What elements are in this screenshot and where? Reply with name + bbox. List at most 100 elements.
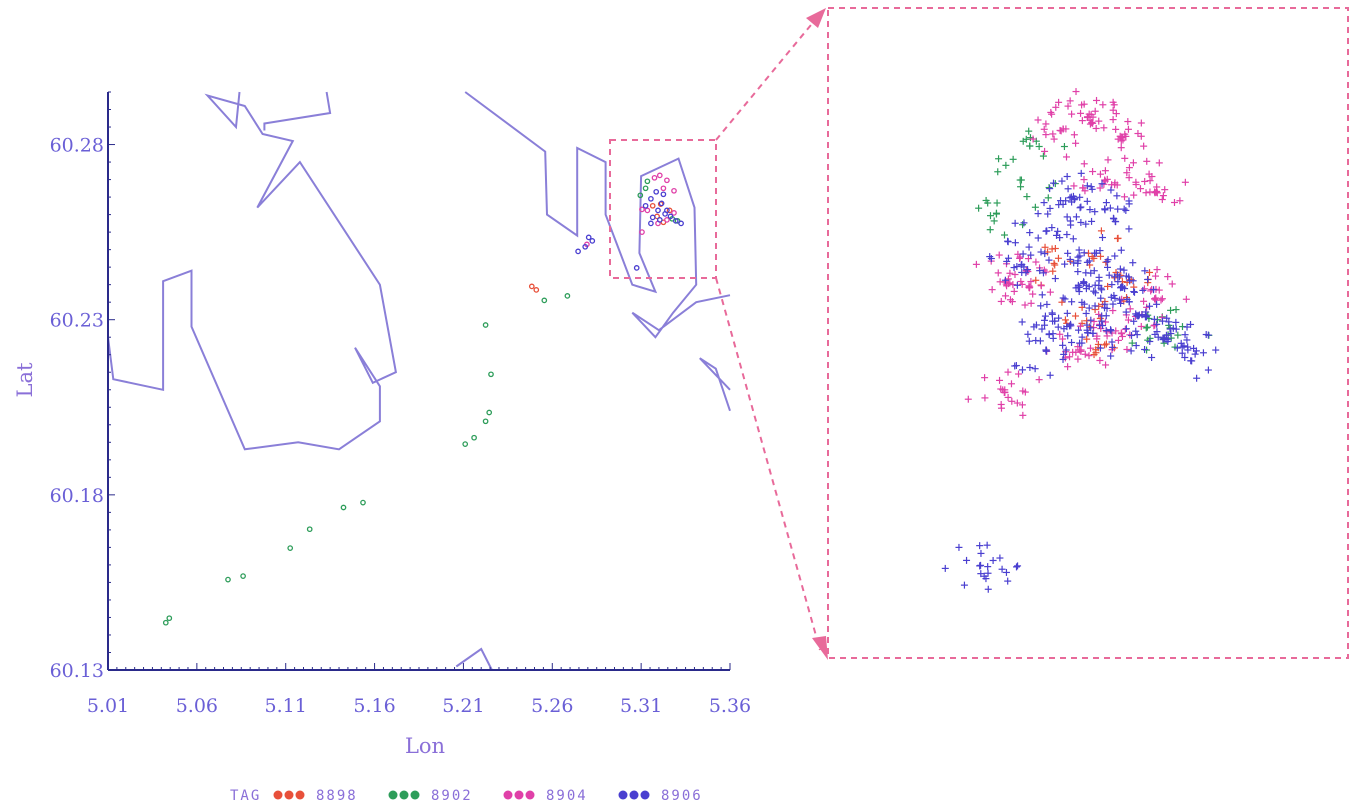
point-8906 [678, 220, 684, 227]
legend-swatch [388, 790, 398, 800]
inset-point-8906 [1107, 186, 1115, 194]
legend: TAG 8898 8902 8904 8906 [230, 788, 701, 804]
inset-point-8906 [1130, 288, 1138, 296]
zoom-arrowhead-top [806, 8, 826, 28]
inset-point-8902 [1174, 331, 1182, 339]
inset-point-8904 [1153, 266, 1161, 274]
inset-point-8904 [1124, 316, 1132, 324]
inset-point-8906 [1026, 363, 1034, 371]
inset-point-8904 [1125, 164, 1133, 172]
inset-point-8904 [1152, 272, 1160, 280]
inset-point-8902 [975, 204, 983, 212]
inset-point-8902 [1167, 306, 1175, 314]
point-8902 [488, 371, 494, 378]
inset-point-8904 [1008, 397, 1016, 405]
inset-point-8904 [1035, 376, 1043, 384]
inset-point-8906 [1165, 318, 1173, 326]
inset-point-8906 [1043, 300, 1051, 308]
inset-point-8906 [1158, 317, 1166, 325]
point-8902 [482, 322, 489, 328]
point-8902 [162, 619, 169, 626]
inset-point-8902 [995, 155, 1003, 163]
inset-point-8906 [1172, 325, 1180, 333]
inset-point-8906 [1096, 344, 1104, 352]
inset-point-8904 [981, 394, 989, 402]
inset-point-8898 [1101, 341, 1109, 349]
inset-point-8906 [1072, 213, 1080, 221]
inset-point-8904 [1066, 97, 1074, 105]
inset-point-8904 [1025, 283, 1033, 291]
inset-point-8906 [1117, 299, 1125, 307]
inset-point-8904 [1015, 370, 1023, 378]
inset-point-8906 [1034, 210, 1042, 218]
y-tick-label: 60.23 [50, 310, 104, 332]
inset-point-8906 [1074, 253, 1082, 261]
inset-point-8904 [1081, 187, 1089, 195]
inset-point-8906 [1048, 310, 1056, 318]
inset-point-8904 [1117, 144, 1125, 152]
inset-point-8906 [1046, 371, 1054, 379]
inset-point-8906 [960, 581, 968, 589]
inset-point-8902 [1023, 193, 1031, 201]
inset-point-8904 [1078, 101, 1086, 109]
point-8906 [633, 265, 640, 271]
inset-point-8906 [1078, 339, 1086, 347]
inset-point-8906 [976, 562, 984, 570]
inset-point-8906 [1150, 286, 1158, 294]
inset-point-8906 [1173, 344, 1181, 352]
point-8906 [575, 248, 581, 255]
inset-point-8902 [1017, 183, 1025, 191]
point-8902 [240, 573, 246, 579]
inset-point-8904 [981, 374, 989, 382]
legend-label: 8904 [546, 788, 588, 804]
coastline-4 [455, 647, 493, 671]
inset-point-8898 [1083, 335, 1091, 343]
inset-point-8906 [1014, 562, 1022, 570]
inset-point-8906 [1013, 263, 1021, 271]
inset-point-8906 [1063, 231, 1071, 239]
point-8906 [649, 214, 656, 221]
inset-point-8906 [1018, 318, 1026, 326]
legend-swatch [273, 790, 283, 800]
inset-point-8906 [1076, 252, 1084, 260]
inset-point-8904 [1112, 125, 1120, 133]
x-axis-title: Lon [405, 734, 445, 758]
inset-point-8906 [1076, 193, 1084, 201]
inset-point-8906 [1038, 291, 1046, 299]
inset-point-8906 [1040, 199, 1048, 207]
x-tick-label: 5.36 [709, 695, 751, 717]
inset-point-8906 [1077, 218, 1085, 226]
legend-entries: 8898 8902 8904 8906 [273, 788, 701, 804]
point-8902 [642, 185, 649, 192]
inset-point-8904 [997, 400, 1005, 408]
inset-point-8904 [1021, 388, 1029, 396]
inset-point-8906 [1114, 271, 1122, 279]
inset-point-8904 [1109, 307, 1117, 315]
inset-point-8906 [1077, 203, 1085, 211]
inset-point-8904 [1121, 154, 1129, 162]
inset-point-8898 [1051, 261, 1059, 269]
inset-point-8906 [1063, 173, 1071, 181]
inset-point-8904 [1132, 178, 1140, 186]
inset-point-8904 [1112, 110, 1120, 118]
inset-point-8906 [1064, 249, 1072, 257]
inset-point-8906 [1117, 246, 1125, 254]
inset-point-8906 [1103, 258, 1111, 266]
inset-point-8904 [1077, 346, 1085, 354]
inset-point-8904 [1081, 350, 1089, 358]
inset-point-8906 [1068, 338, 1076, 346]
inset-point-8898 [1097, 227, 1105, 235]
inset-point-8906 [1004, 237, 1012, 245]
legend-swatch [284, 790, 294, 800]
inset-point-8904 [1146, 188, 1154, 196]
inset-point-8904 [1068, 110, 1076, 118]
inset-point-8906 [1011, 239, 1019, 247]
inset-point-8898 [1050, 259, 1058, 267]
inset-point-8906 [1153, 328, 1161, 336]
point-8902 [462, 441, 469, 447]
inset-point-8906 [1045, 256, 1053, 264]
inset-point-8906 [1055, 314, 1063, 322]
inset-point-8906 [1044, 210, 1052, 218]
y-tick-label: 60.18 [50, 485, 104, 507]
coastline-1 [263, 91, 332, 131]
